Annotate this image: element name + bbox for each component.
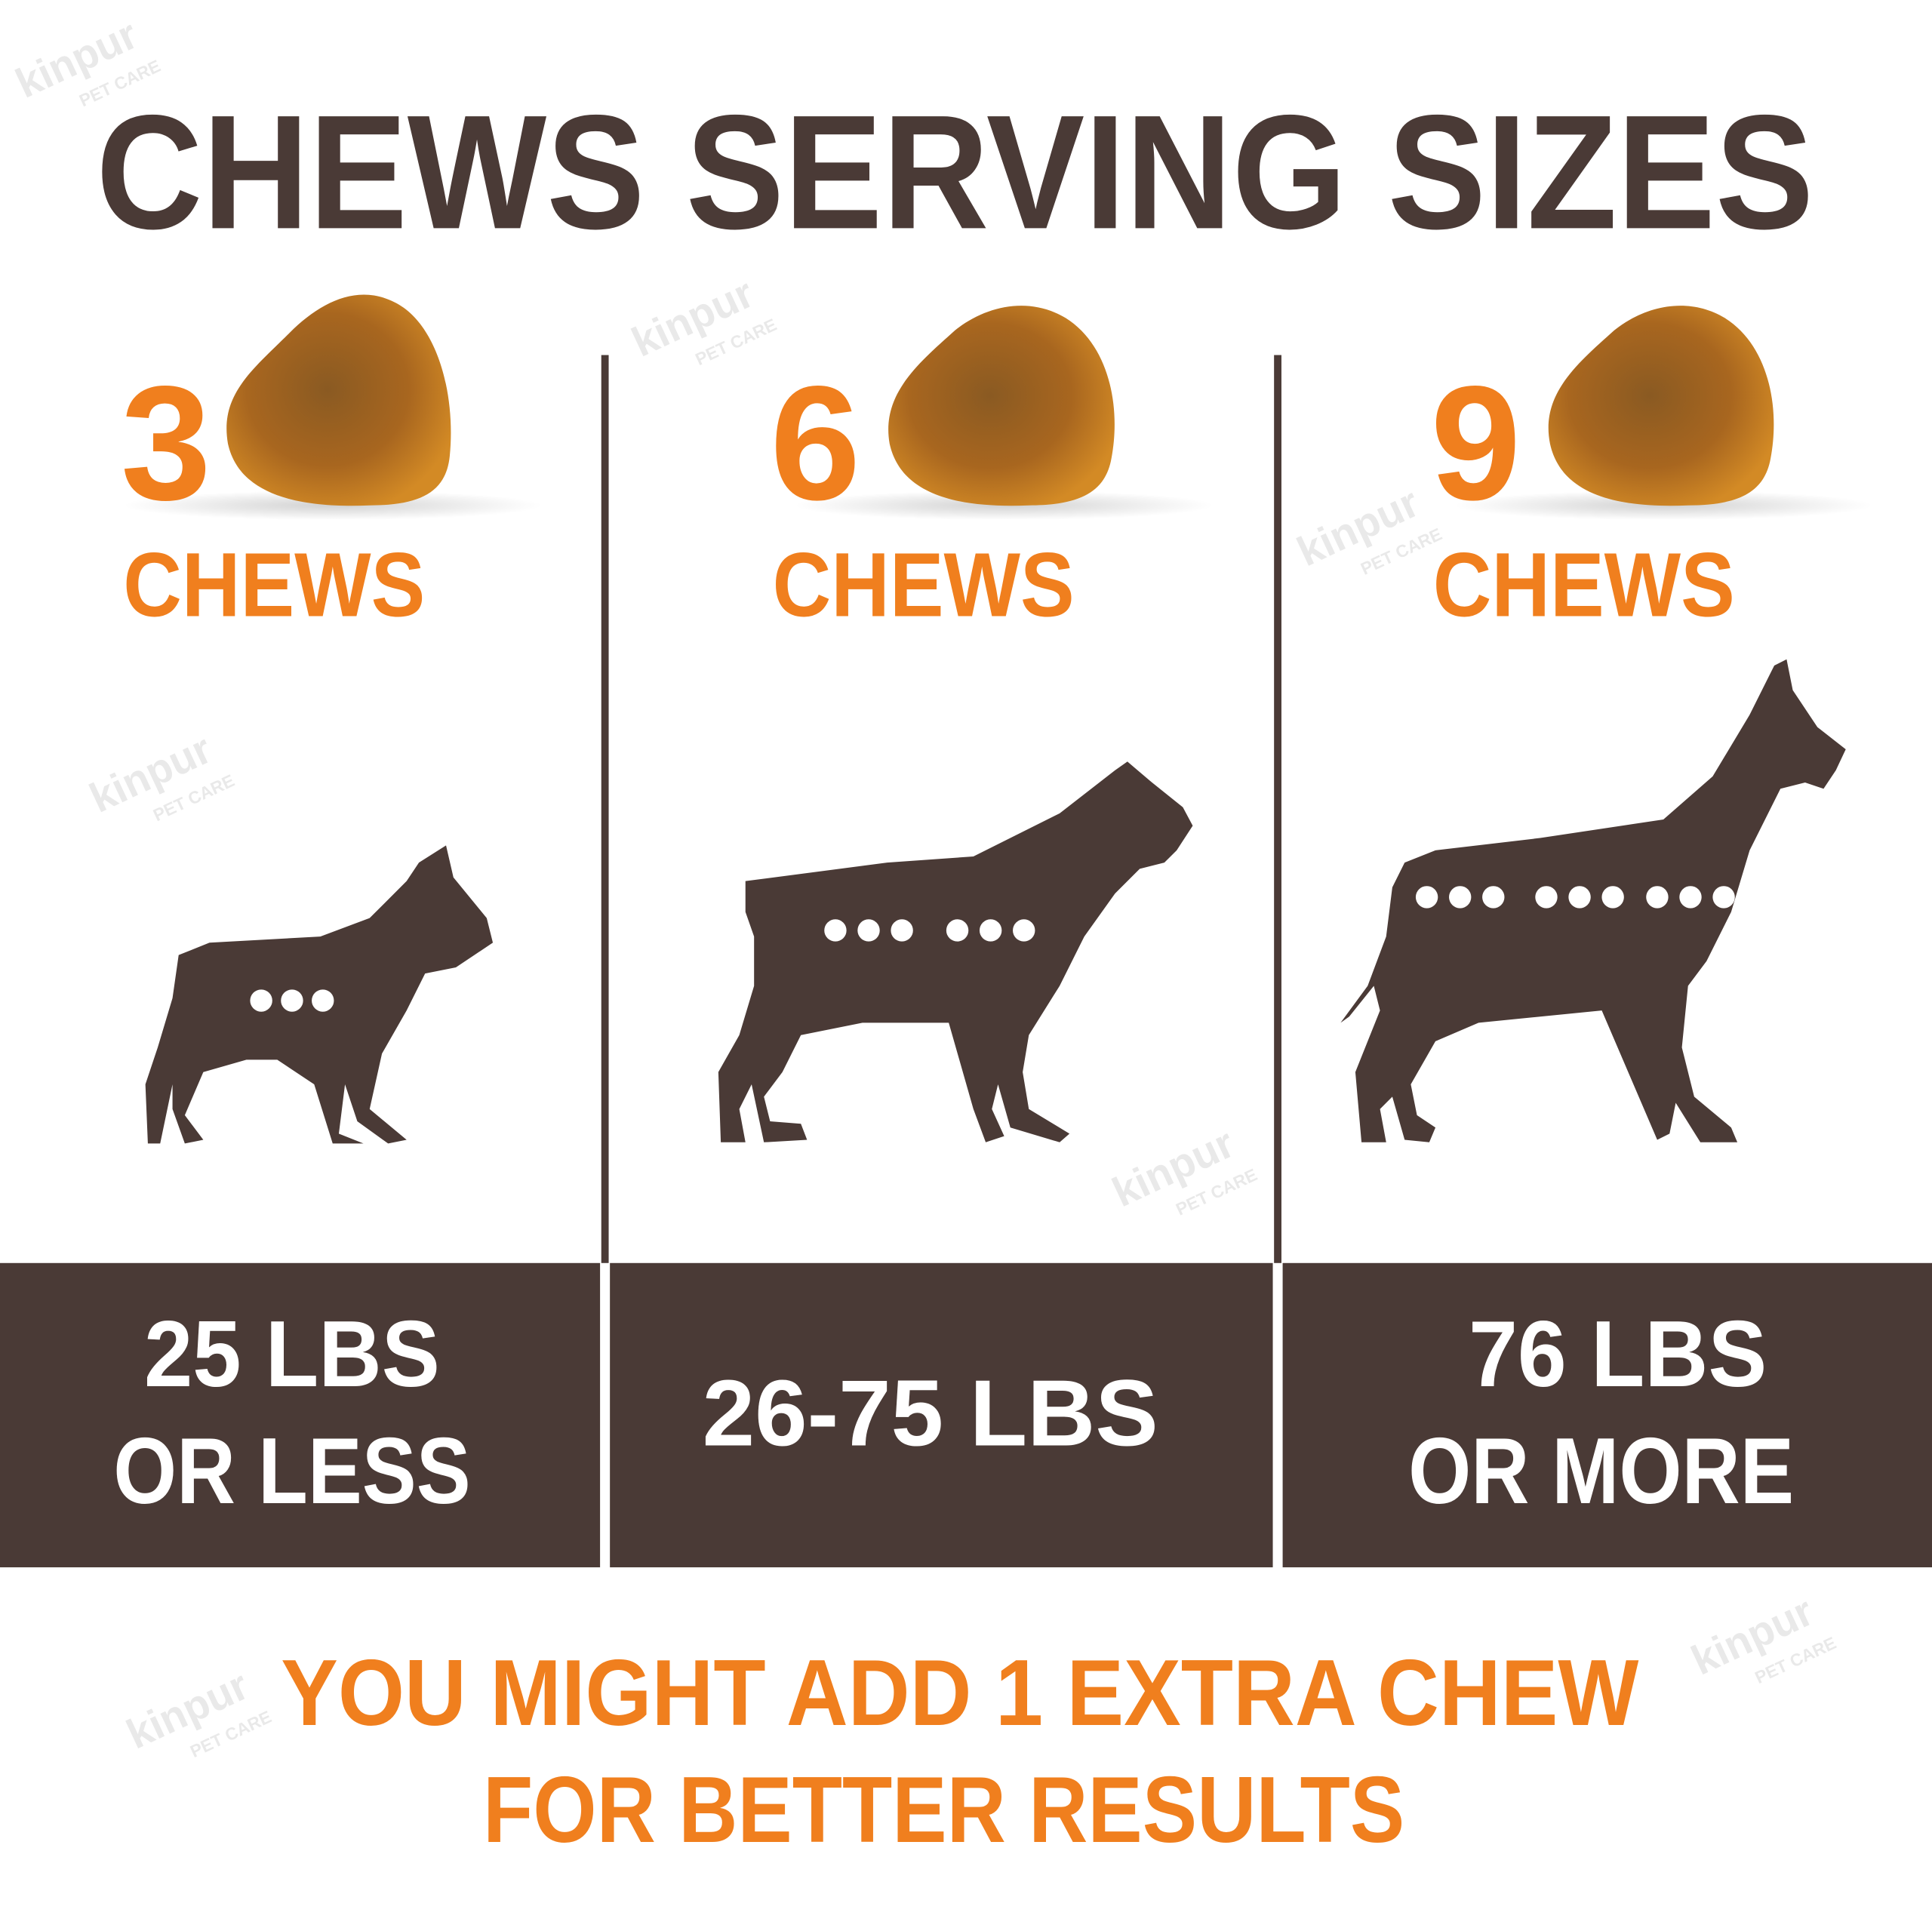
chew-image [1454, 306, 1873, 521]
chew-count: 3 [121, 352, 211, 534]
medium-dog-icon [718, 761, 1193, 1142]
weight-range: 76 LBS [1469, 1302, 1767, 1407]
weight-panel [1282, 1262, 1932, 1568]
footer-tip-line1: YOU MIGHT ADD 1 EXTRA CHEW [281, 1641, 1638, 1745]
weight-qualifier: OR MORE [1408, 1419, 1794, 1524]
weight-panel [0, 1262, 601, 1568]
chew-count: 9 [1431, 352, 1521, 534]
large-dog-icon [1340, 659, 1846, 1142]
column-divider [601, 355, 609, 1263]
column-divider [1274, 355, 1281, 1263]
chew-count: 6 [770, 352, 860, 534]
weight-panel [610, 1262, 1273, 1568]
small-dog-icon [145, 845, 494, 1144]
weight-qualifier: OR LESS [113, 1419, 470, 1524]
weight-range: 26-75 LBS [703, 1361, 1158, 1465]
chews-label: CHEWS [1433, 534, 1735, 636]
chew-image [123, 294, 543, 521]
page-title: CHEWS SERVING SIZES [96, 81, 1814, 263]
weight-range: 25 LBS [144, 1302, 440, 1407]
chews-label: CHEWS [123, 534, 425, 636]
chews-label: CHEWS [773, 534, 1075, 636]
chew-image [795, 306, 1214, 521]
footer-tip-line2: FOR BETTER RESULTS [483, 1758, 1404, 1862]
